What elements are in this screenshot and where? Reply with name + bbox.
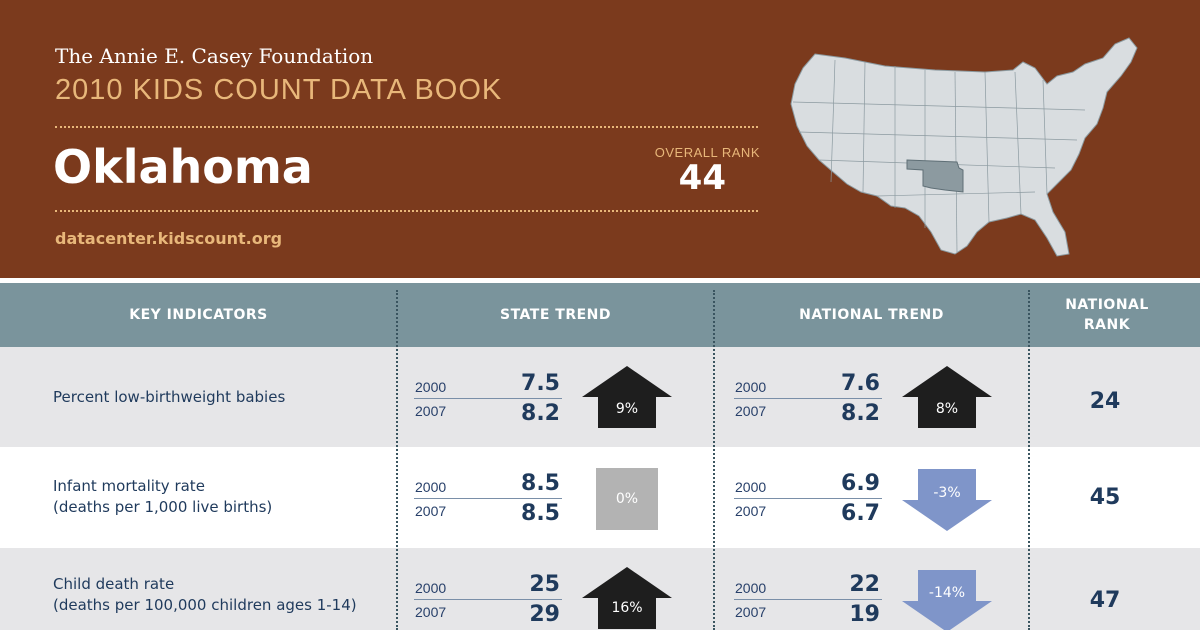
national-change: 8% — [935, 401, 959, 417]
national-year-start: 2000 — [735, 479, 767, 495]
national-change: -3% — [933, 485, 961, 501]
state-value-start: 7.5 — [521, 371, 560, 396]
table-header: KEY INDICATORS STATE TREND NATIONAL TREN… — [0, 283, 1200, 347]
down-arrow-icon — [902, 570, 992, 630]
column-national-trend: NATIONAL TREND — [799, 307, 944, 323]
national-rank-value: 47 — [1089, 588, 1121, 613]
national-value-divider — [734, 599, 882, 600]
state-value-divider — [414, 398, 562, 399]
state-name: Oklahoma — [53, 140, 313, 194]
national-rank-value: 24 — [1089, 389, 1121, 414]
national-value-divider — [734, 398, 882, 399]
indicator-name: Percent low-birthweight babies — [53, 388, 286, 406]
indicator-subtitle: (deaths per 100,000 children ages 1-14) — [53, 596, 357, 614]
national-value-end: 8.2 — [841, 401, 880, 426]
no-change-box-icon: 0% — [596, 468, 658, 530]
state-year-end: 2007 — [415, 604, 447, 620]
column-divider — [713, 290, 715, 630]
column-divider — [1028, 290, 1030, 630]
national-year-start: 2000 — [735, 379, 767, 395]
state-year-start: 2000 — [415, 580, 447, 596]
national-value-end: 6.7 — [841, 501, 880, 526]
state-value-divider — [414, 599, 562, 600]
national-value-start: 22 — [849, 572, 880, 597]
header-band: The Annie E. Casey Foundation 2010 KIDS … — [0, 0, 1200, 278]
state-year-end: 2007 — [415, 403, 447, 419]
national-year-end: 2007 — [735, 403, 767, 419]
up-arrow-icon — [582, 366, 672, 428]
national-change: -14% — [928, 585, 966, 601]
national-value-start: 7.6 — [841, 371, 880, 396]
indicator-title: Child death rate — [53, 575, 175, 593]
national-year-start: 2000 — [735, 580, 767, 596]
national-value-divider — [734, 498, 882, 499]
state-value-end: 8.5 — [521, 501, 560, 526]
national-rank-value: 45 — [1089, 485, 1121, 510]
up-arrow-icon — [902, 366, 992, 428]
state-value-start: 25 — [529, 572, 560, 597]
table-row: Infant mortality rate (deaths per 1,000 … — [0, 447, 1200, 548]
us-map-icon — [790, 37, 1138, 257]
indicator-subtitle: (deaths per 1,000 live births) — [53, 498, 273, 516]
state-value-end: 8.2 — [521, 401, 560, 426]
column-national-rank: NATIONAL RANK — [1065, 297, 1149, 333]
national-value-end: 19 — [849, 602, 880, 627]
dotted-divider-top — [55, 126, 758, 128]
national-year-end: 2007 — [735, 604, 767, 620]
indicator-name: Infant mortality rate (deaths per 1,000 … — [53, 476, 272, 518]
column-divider — [396, 290, 398, 630]
national-value-start: 6.9 — [841, 471, 880, 496]
table-row: Percent low-birthweight babies 2000 7.5 … — [0, 347, 1200, 447]
down-arrow-icon — [902, 469, 992, 531]
state-change: 9% — [615, 401, 639, 417]
state-change: 16% — [611, 600, 643, 616]
national-year-end: 2007 — [735, 503, 767, 519]
state-year-start: 2000 — [415, 479, 447, 495]
up-arrow-icon — [582, 567, 672, 629]
state-year-end: 2007 — [415, 503, 447, 519]
overall-rank-value: 44 — [678, 158, 726, 198]
indicator-title: Infant mortality rate — [53, 477, 205, 495]
us-outline — [790, 37, 1138, 257]
overall-rank-label: OVERALL RANK — [654, 145, 760, 160]
dotted-divider-bottom — [55, 210, 758, 212]
column-state-trend: STATE TREND — [499, 307, 611, 323]
column-key-indicators: KEY INDICATORS — [129, 307, 268, 323]
table-row: Child death rate (deaths per 100,000 chi… — [0, 548, 1200, 630]
oklahoma-icon — [906, 159, 964, 193]
indicator-name: Child death rate (deaths per 100,000 chi… — [53, 574, 357, 616]
state-value-end: 29 — [529, 602, 560, 627]
state-value-divider — [414, 498, 562, 499]
data-book-title: 2010 KIDS COUNT DATA BOOK — [55, 74, 503, 106]
state-borders — [792, 59, 1086, 253]
state-year-start: 2000 — [415, 379, 447, 395]
foundation-name: The Annie E. Casey Foundation — [55, 44, 374, 68]
state-value-start: 8.5 — [521, 471, 560, 496]
website-link[interactable]: datacenter.kidscount.org — [55, 229, 283, 248]
